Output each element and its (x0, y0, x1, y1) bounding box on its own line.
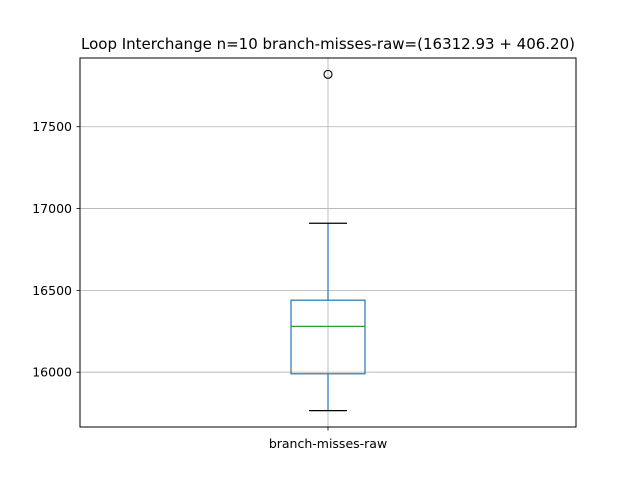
y-tick-label: 16500 (32, 283, 72, 298)
chart-title: Loop Interchange n=10 branch-misses-raw=… (81, 35, 575, 53)
box-plot (290, 69, 366, 412)
y-tick-label: 17000 (32, 201, 72, 216)
axis-ticks: 16000 16500 17000 17500 branch-misses-raw (32, 119, 387, 451)
x-tick-label: branch-misses-raw (269, 436, 387, 451)
y-tick-label: 17500 (32, 119, 72, 134)
outlier-point (323, 69, 333, 79)
y-tick-label: 16000 (32, 365, 72, 380)
iqr-box (290, 299, 366, 375)
